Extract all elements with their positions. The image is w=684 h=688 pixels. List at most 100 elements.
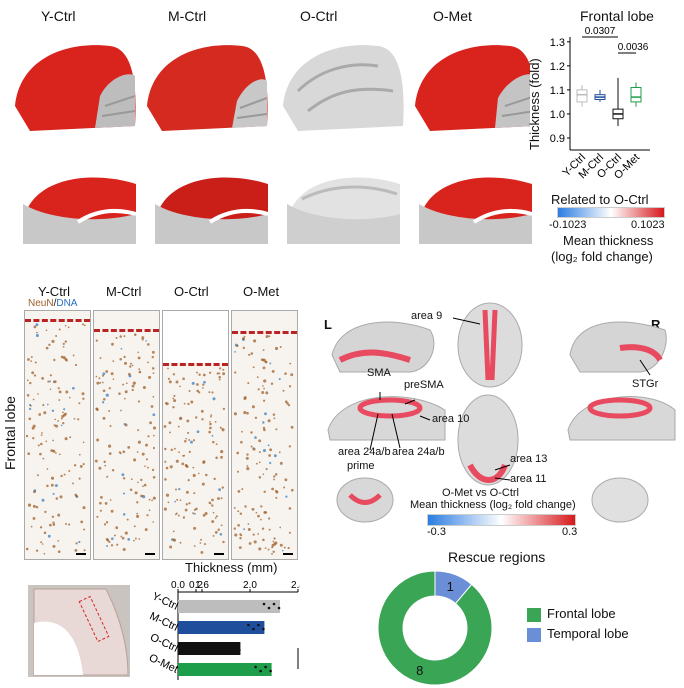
neun-cell bbox=[137, 481, 139, 484]
neun-cell bbox=[222, 407, 226, 411]
boxplot-ytick-label: 1.0 bbox=[550, 109, 565, 121]
neun-cell bbox=[169, 431, 172, 434]
area-10-label: area 10 bbox=[432, 413, 470, 425]
neun-cell bbox=[58, 453, 61, 456]
neun-cell bbox=[273, 478, 275, 481]
neun-cell bbox=[44, 510, 47, 514]
colorbar-c-title-2: Mean thickness (log₂ fold change) bbox=[410, 499, 576, 511]
boxplot-ytick-label: 1.2 bbox=[550, 61, 565, 73]
neun-cell bbox=[77, 418, 80, 421]
brain-lateral-o-met bbox=[415, 45, 530, 131]
neun-cell bbox=[26, 379, 29, 382]
neun-cell bbox=[108, 387, 111, 390]
neun-cell bbox=[48, 343, 51, 347]
neun-cell bbox=[30, 360, 33, 362]
neun-cell bbox=[261, 527, 265, 530]
neun-cell bbox=[234, 351, 236, 353]
neun-cell bbox=[122, 477, 126, 480]
neun-cell bbox=[236, 451, 240, 455]
neun-cell bbox=[133, 539, 135, 542]
neun-cell bbox=[183, 454, 186, 457]
neun-cell bbox=[195, 416, 198, 419]
neun-cell bbox=[257, 388, 260, 391]
neun-cell bbox=[272, 550, 275, 554]
neun-cell bbox=[222, 540, 225, 544]
neun-cell bbox=[104, 502, 108, 505]
neun-cell bbox=[254, 436, 257, 439]
neun-cell bbox=[57, 540, 60, 542]
schematic bbox=[28, 585, 130, 677]
neun-cell bbox=[82, 463, 85, 466]
neun-cell bbox=[202, 387, 204, 389]
neun-cell bbox=[185, 503, 188, 506]
neun-cell bbox=[190, 400, 194, 404]
side-right-label: R bbox=[651, 317, 661, 332]
neun-cell bbox=[137, 400, 141, 403]
neun-cell bbox=[152, 476, 156, 479]
neun-cell bbox=[234, 533, 238, 537]
neun-cell bbox=[102, 397, 106, 401]
neun-cell bbox=[288, 385, 292, 388]
neun-cell bbox=[48, 380, 51, 383]
neun-cell bbox=[243, 411, 247, 415]
neun-cell bbox=[173, 447, 176, 450]
neun-cell bbox=[284, 372, 287, 375]
neun-cell bbox=[82, 441, 85, 444]
neun-cell bbox=[170, 448, 174, 452]
neun-cell bbox=[133, 458, 137, 462]
neun-cell bbox=[127, 445, 131, 449]
neun-cell bbox=[200, 409, 204, 413]
neun-cell bbox=[136, 512, 139, 515]
neun-cell bbox=[212, 511, 215, 514]
neun-cell bbox=[30, 356, 33, 359]
neun-cell bbox=[172, 538, 175, 541]
neun-cell bbox=[47, 380, 50, 383]
neun-cell bbox=[120, 409, 122, 412]
neun-cell bbox=[220, 455, 223, 459]
area-13-label: area 13 bbox=[510, 453, 548, 465]
neun-cell bbox=[100, 496, 103, 499]
neun-cell bbox=[212, 397, 216, 401]
neun-cell bbox=[80, 520, 84, 524]
neun-cell bbox=[129, 365, 132, 368]
neun-cell bbox=[142, 485, 144, 488]
neun-cell bbox=[243, 528, 246, 531]
neun-cell bbox=[222, 372, 226, 376]
neun-cell bbox=[248, 542, 252, 545]
neun-cell bbox=[174, 500, 177, 503]
neun-cell bbox=[210, 414, 213, 416]
neun-cell bbox=[268, 454, 271, 457]
bar-point bbox=[228, 648, 231, 652]
bar-xtick-label: 1.6 bbox=[195, 580, 209, 591]
neun-cell bbox=[123, 355, 126, 359]
neun-cell bbox=[208, 501, 211, 504]
neun-cell bbox=[221, 486, 224, 489]
colorbar-a-max: 0.1023 bbox=[631, 219, 665, 231]
neun-cell bbox=[175, 459, 179, 463]
neun-cell bbox=[129, 488, 133, 492]
neun-cell bbox=[191, 381, 195, 385]
neun-cell bbox=[78, 477, 81, 480]
neun-cell bbox=[109, 424, 112, 428]
bar-point bbox=[267, 606, 271, 610]
neun-cell bbox=[183, 402, 186, 405]
neun-cell bbox=[208, 430, 211, 434]
neun-cell bbox=[216, 372, 219, 375]
pval-1: 0.0307 bbox=[585, 26, 616, 37]
neun-cell bbox=[99, 501, 102, 505]
neun-cell bbox=[25, 434, 29, 438]
neun-cell bbox=[151, 468, 155, 472]
neun-cell bbox=[185, 437, 188, 440]
neun-cell bbox=[39, 452, 42, 456]
neun-cell bbox=[102, 372, 106, 376]
neun-cell bbox=[27, 358, 30, 361]
neun-cell bbox=[31, 371, 35, 375]
neun-cell bbox=[98, 466, 102, 470]
neun-cell bbox=[60, 417, 63, 420]
bar-point bbox=[257, 623, 260, 627]
neun-cell bbox=[196, 371, 198, 374]
brain-map-right-lateral bbox=[569, 321, 667, 373]
neun-cell bbox=[179, 416, 183, 420]
neun-cell bbox=[175, 488, 177, 491]
neun-cell bbox=[290, 373, 294, 377]
